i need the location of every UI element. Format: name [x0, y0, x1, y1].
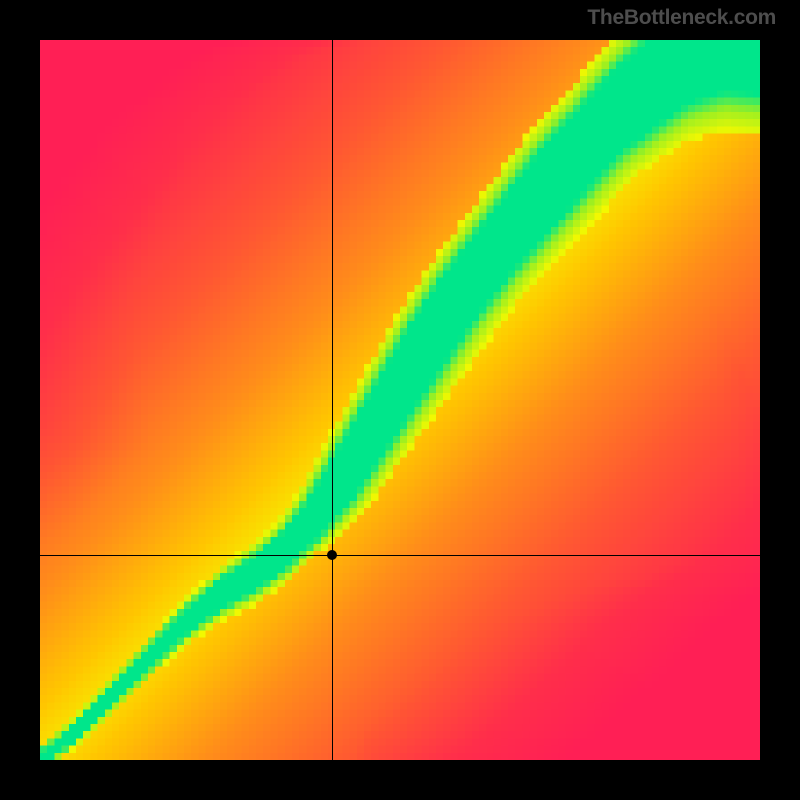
crosshair-vertical [332, 40, 333, 760]
watermark-text: TheBottleneck.com [587, 6, 776, 30]
crosshair-horizontal [40, 555, 760, 556]
heatmap-plot [40, 40, 760, 760]
heatmap-canvas [40, 40, 760, 760]
crosshair-marker [327, 550, 337, 560]
